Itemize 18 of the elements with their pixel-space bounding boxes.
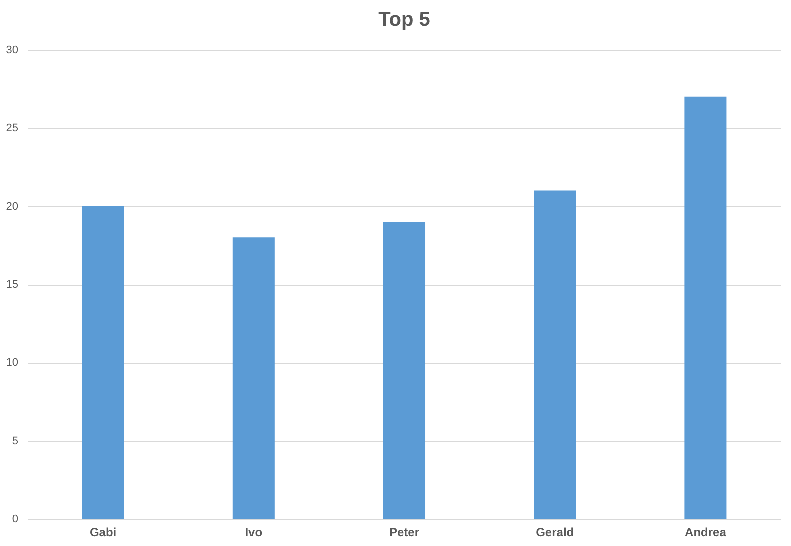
x-tick-label: Gabi <box>90 526 117 540</box>
y-tick-label: 20 <box>6 200 18 213</box>
bar <box>684 96 727 519</box>
y-tick-label: 5 <box>12 435 18 448</box>
x-tick-label: Ivo <box>245 526 263 540</box>
bar <box>383 222 426 519</box>
y-tick-label: 10 <box>6 357 18 370</box>
y-tick-label: 30 <box>6 44 18 56</box>
bar <box>534 190 576 519</box>
y-tick-label: 25 <box>6 122 18 135</box>
bar <box>232 238 275 519</box>
chart-title: Top 5 <box>378 9 430 31</box>
x-tick-label: Gerald <box>536 526 574 540</box>
x-tick-label: Andrea <box>685 526 727 540</box>
y-tick-label: 15 <box>6 279 18 291</box>
bar <box>82 206 124 519</box>
y-tick-label: 0 <box>12 514 18 526</box>
x-tick-label: Peter <box>389 526 420 540</box>
